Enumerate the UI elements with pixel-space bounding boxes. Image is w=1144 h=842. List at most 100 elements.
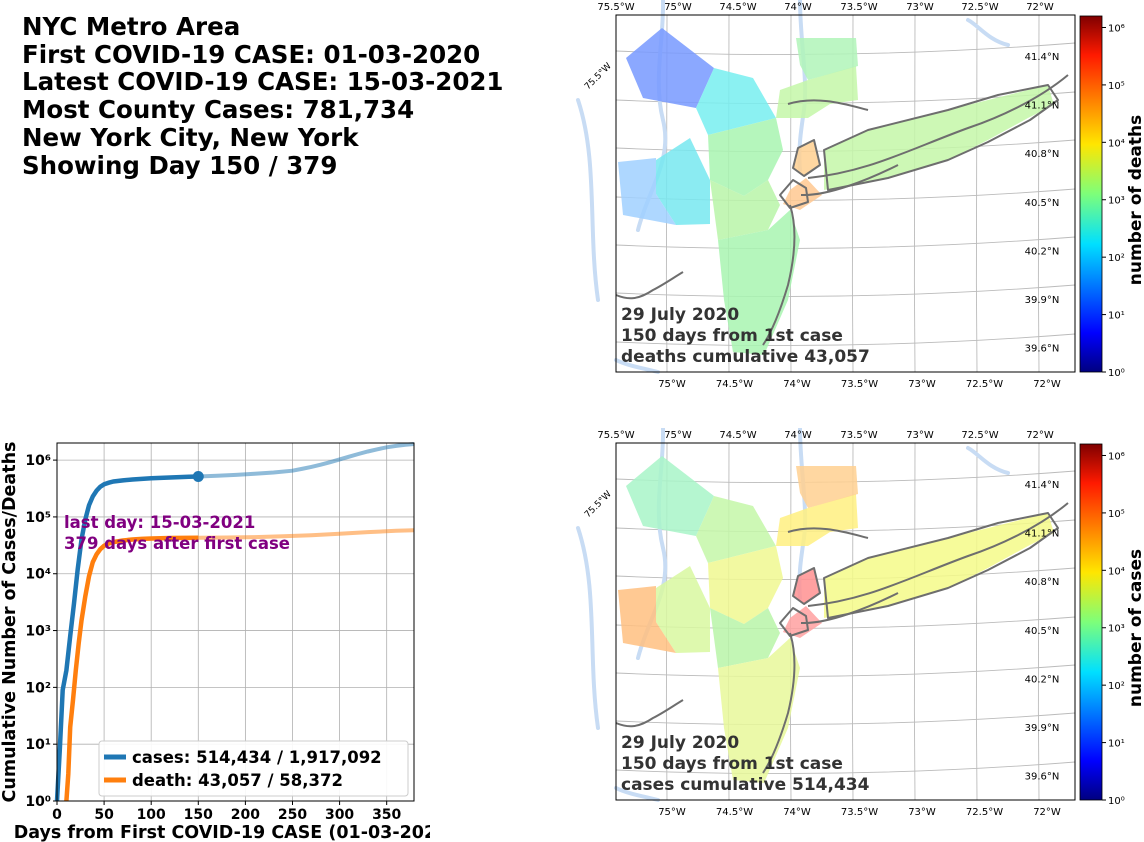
counties (618, 456, 1054, 783)
bottom-lon-label: 73.5°W (841, 807, 878, 818)
latitude-labels: 41.4°N 41.1°N 40.8°N 40.5°N 40.2°N 39.9°N 39.6… (1025, 52, 1060, 355)
colorbar-tick-label: 10⁶ (1108, 23, 1125, 34)
death-line (64, 535, 199, 802)
colorbar (1079, 15, 1103, 373)
county-region (696, 496, 776, 563)
coast-line (762, 632, 796, 774)
x-tick-label: 100 (137, 807, 166, 823)
county-region (710, 608, 780, 668)
county-region (783, 606, 822, 638)
colorbar-ticks: 10⁰ 10¹ 10² 10³ 10⁴ 10⁵ 10⁶ (1102, 23, 1125, 379)
lat-label: 40.5°N (1025, 198, 1060, 209)
county-region (796, 38, 858, 80)
lat-label: 41.4°N (1025, 480, 1060, 491)
parallel-line (615, 664, 1076, 678)
river (966, 446, 1010, 475)
colorbar-tick-label: 10² (1108, 253, 1125, 264)
x-tick-label: 300 (325, 807, 354, 823)
county-region (793, 568, 820, 604)
top-lon-label: 75°W (664, 430, 692, 441)
summary-latest-case: Latest COVID-19 CASE: 15-03-2021 (22, 67, 504, 97)
river (614, 786, 660, 802)
county-region (776, 66, 858, 118)
cases-line (54, 474, 199, 802)
bottom-lon-label: 75°W (658, 807, 686, 818)
lat-label: 39.9°N (1025, 723, 1060, 734)
river (576, 98, 600, 302)
y-tick-label: 10¹ (25, 737, 51, 753)
county-region (696, 68, 776, 135)
meridian-line (913, 14, 916, 373)
top-lon-label: 75.5°W (597, 2, 634, 13)
summary-region: NYC Metro Area (22, 12, 241, 41)
series-layer (54, 442, 415, 802)
side-longitude-label: 75.5°W (583, 61, 614, 92)
lat-label: 41.1°N (1025, 529, 1060, 540)
summary-top-county: New York City, New York (22, 122, 359, 152)
grid (56, 443, 414, 802)
colorbar-tick-label: 10² (1108, 681, 1125, 692)
lat-label: 40.2°N (1025, 246, 1060, 257)
coast-line (823, 512, 1059, 619)
bottom-longitude-labels: 75°W 74.5°W 74°W 73.5°W 73°W 72.5°W 72°W (658, 379, 1061, 390)
top-lon-label: 75.5°W (597, 430, 634, 441)
x-tick-label: 250 (278, 807, 307, 823)
parallel-line (615, 712, 1076, 726)
coast-line (787, 99, 869, 111)
county-region (718, 638, 800, 783)
colorbar-ticks: 10⁰ 10¹ 10² 10³ 10⁴ 10⁵ 10⁶ (1102, 451, 1125, 807)
annotation-days-after: 379 days after first case (64, 534, 290, 553)
colorbar-label: number of cases (1126, 549, 1144, 707)
plot-frame (56, 442, 415, 802)
map-date: 29 July 2020 (621, 733, 739, 753)
top-lon-label: 74°W (784, 2, 812, 13)
coast-line (615, 699, 684, 728)
y-axis-label: Cumulative Number of Cases/Deaths (0, 442, 20, 803)
river (576, 526, 600, 730)
summary-block: NYC Metro Area First COVID-19 CASE: 01-0… (22, 13, 503, 179)
county-region (708, 546, 783, 624)
map-days: 150 days from 1st case (621, 326, 843, 346)
lat-label: 39.6°N (1025, 772, 1060, 783)
top-lon-label: 72°W (1026, 2, 1054, 13)
top-lon-label: 75°W (664, 2, 692, 13)
county-region (710, 180, 780, 240)
bottom-lon-label: 72°W (1033, 379, 1061, 390)
county-region (656, 566, 710, 653)
y-tick-label: 10³ (25, 624, 51, 640)
county-region (626, 456, 714, 536)
map-frame (615, 442, 1076, 801)
colorbar-tick-label: 10¹ (1108, 311, 1125, 322)
lat-label: 39.9°N (1025, 295, 1060, 306)
top-lon-label: 73.5°W (840, 2, 877, 13)
coast-line (762, 204, 796, 346)
bottom-lon-label: 73°W (908, 807, 936, 818)
x-tick-label: 150 (184, 807, 213, 823)
map-cumulative: cases cumulative 514,434 (621, 775, 870, 795)
map-date: 29 July 2020 (621, 305, 739, 325)
lat-label: 39.6°N (1025, 344, 1060, 355)
top-longitude-labels: 75.5°W 75°W 74.5°W 74°W 73.5°W 73°W 72.5°W 72°W (597, 2, 1053, 13)
coast-line (800, 592, 899, 625)
latitude-labels: 41.4°N 41.1°N 40.8°N 40.5°N 40.2°N 39.9°N 39.6… (1025, 480, 1060, 783)
lat-label: 41.4°N (1025, 52, 1060, 63)
meridian-line (975, 14, 978, 373)
meridian-line (975, 442, 978, 801)
top-lon-label: 72.5°W (961, 430, 998, 441)
colorbar-tick-label: 10⁶ (1108, 451, 1125, 462)
meridian-line (1037, 442, 1040, 801)
lat-label: 41.1°N (1025, 101, 1060, 112)
x-tick-label: 200 (231, 807, 260, 823)
legend-cases-label: cases: 514,434 / 1,917,092 (132, 748, 382, 767)
bottom-lon-label: 74.5°W (716, 807, 753, 818)
parallel-line (615, 333, 1076, 347)
y-ticks: 10⁰ 10¹ 10² 10³ 10⁴ 10⁵ 10⁶ (25, 453, 57, 810)
death-future-line (198, 528, 415, 540)
bottom-lon-label: 72.5°W (966, 807, 1003, 818)
county-region (656, 138, 710, 225)
colorbar-tick-label: 10⁵ (1108, 509, 1125, 520)
cases-map-panel: 75.5°W 75°W 74.5°W 74°W 73.5°W 73°W 72.5°W 72°W… (568, 428, 1144, 820)
top-lon-label: 72°W (1026, 430, 1054, 441)
colorbar-tick-label: 10³ (1108, 196, 1125, 207)
annotation-last-day: last day: 15-03-2021 (64, 513, 255, 532)
